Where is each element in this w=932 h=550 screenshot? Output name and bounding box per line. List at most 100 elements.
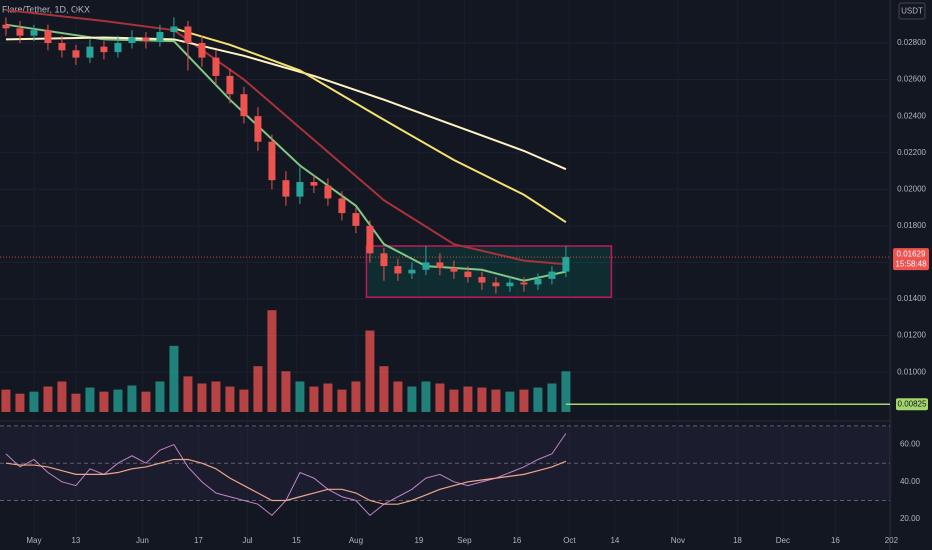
candle-body — [2, 24, 10, 29]
volume-bar — [477, 387, 487, 412]
moving-average — [5, 23, 567, 282]
volume-bar — [365, 330, 375, 412]
volume-bar — [225, 386, 235, 412]
candle-body — [240, 94, 248, 117]
x-tick-label: 18 — [733, 536, 742, 545]
currency-box — [898, 2, 926, 20]
volume-bar — [351, 381, 361, 412]
y-tick-label: 0.01800 — [897, 221, 926, 230]
x-tick-label: 14 — [610, 536, 619, 545]
volume-bar — [407, 386, 417, 412]
x-tick-label: 15 — [292, 536, 301, 545]
y-tick-label: 0.02400 — [897, 111, 926, 120]
volume-bar — [15, 393, 25, 412]
x-tick-label: Dec — [776, 536, 790, 545]
volume-bar — [295, 381, 305, 412]
candle-body — [338, 198, 346, 214]
volume-bar — [547, 383, 557, 412]
x-tick-label: Sep — [457, 536, 472, 545]
x-tick-label: May — [26, 536, 41, 545]
candle-body — [534, 278, 542, 285]
x-tick-label: 16 — [831, 536, 840, 545]
x-tick-label: Nov — [671, 536, 685, 545]
candle-body — [436, 262, 444, 268]
candle-body — [520, 282, 528, 285]
y-tick-label: 0.02200 — [897, 148, 926, 157]
rsi-tick-label: 40.00 — [900, 477, 921, 486]
candle-body — [156, 32, 164, 42]
candle-body — [86, 46, 94, 58]
volume-bar — [127, 385, 137, 412]
volume-bar — [197, 383, 207, 412]
volume-bar — [491, 389, 501, 412]
countdown: 15:58:48 — [895, 259, 927, 268]
candle-body — [464, 271, 472, 278]
candle-body — [380, 253, 388, 267]
candle-body — [450, 267, 458, 272]
x-tick-label: 17 — [194, 536, 203, 545]
volume-bar — [211, 381, 221, 412]
candle-body — [44, 30, 52, 43]
candle-body — [254, 116, 262, 142]
y-tick-label: 0.01400 — [897, 294, 926, 303]
candle-body — [492, 282, 500, 287]
candle-body — [296, 181, 304, 197]
volume-bar — [1, 389, 11, 412]
volume-bar — [449, 389, 459, 412]
volume-bar — [561, 371, 571, 412]
volume-bar — [393, 381, 403, 412]
candle-body — [198, 42, 206, 58]
chart-title: Flare/Tether, 1D, OKX — [2, 4, 90, 14]
volume-bar — [519, 389, 529, 412]
volume-bar — [183, 376, 193, 412]
volume-bar — [169, 345, 179, 412]
candle-body — [352, 213, 360, 226]
x-tick-label: 19 — [414, 536, 423, 545]
volume-bar — [463, 386, 473, 412]
volume-bar — [505, 391, 515, 412]
candle-body — [16, 28, 24, 36]
moving-average — [5, 9, 567, 266]
volume-bar — [57, 381, 67, 412]
volume-bar — [29, 391, 39, 412]
volume-bar — [71, 393, 81, 412]
rsi-tick-label: 20.00 — [900, 514, 921, 523]
candle-body — [562, 257, 570, 272]
candle-body — [282, 180, 290, 197]
rsi-ma-line — [5, 458, 567, 505]
level-label: 0.00825 — [898, 399, 927, 408]
x-tick-label: Jul — [242, 536, 252, 545]
volume-bar — [113, 389, 123, 412]
candle-body — [30, 30, 38, 36]
candle-body — [226, 75, 234, 95]
candle-body — [408, 269, 416, 274]
candle-body — [128, 37, 136, 43]
volume-bar — [323, 383, 333, 412]
candle-body — [72, 50, 80, 58]
candle-body — [58, 42, 66, 51]
y-tick-label: 0.02800 — [897, 38, 926, 47]
x-tick-label: 13 — [71, 536, 80, 545]
currency: USDT — [901, 7, 923, 16]
volume-bar — [281, 371, 291, 412]
volume-bar — [421, 381, 431, 412]
x-tick-label: 16 — [512, 536, 521, 545]
candle-body — [170, 26, 178, 33]
volume-bar — [267, 310, 277, 412]
last-price-bg — [893, 248, 929, 271]
volume-bar — [43, 386, 53, 412]
candle-body — [548, 271, 556, 279]
y-tick-label: 0.01000 — [897, 367, 926, 376]
candle-body — [506, 282, 514, 287]
candle-body — [268, 141, 276, 181]
candle-body — [184, 26, 192, 43]
candle-body — [100, 46, 108, 53]
volume-bar — [239, 389, 249, 412]
volume-bar — [435, 383, 445, 412]
y-tick-label: 0.02000 — [897, 184, 926, 193]
volume-bar — [141, 391, 151, 412]
candle-body — [324, 185, 332, 199]
moving-average — [5, 36, 567, 171]
